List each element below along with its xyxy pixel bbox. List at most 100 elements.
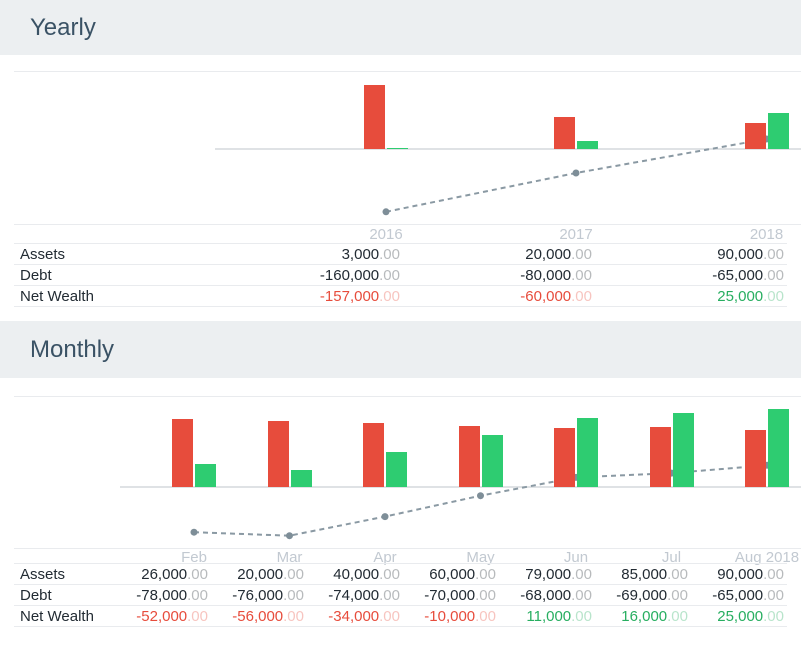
amount-integer: -69,000 <box>616 586 668 604</box>
amount-integer: 90,000 <box>717 245 764 263</box>
amount-cell: -160,000.00 <box>211 264 403 286</box>
debt-bar[interactable] <box>363 422 384 487</box>
asset-bar[interactable] <box>672 413 694 487</box>
monthly-section-header: Monthly <box>0 321 801 378</box>
amount-integer: -65,000 <box>712 586 764 604</box>
x-axis-label: May <box>466 549 495 566</box>
amount-cell: -74,000.00 <box>307 584 403 606</box>
monthly-net-wealth-point[interactable] <box>477 492 484 500</box>
table-row: Debt -160,000.00 -80,000.00 -65,000.00 <box>14 264 787 286</box>
amount-decimals: .00 <box>379 586 400 604</box>
monthly-net-wealth-point[interactable] <box>190 528 198 536</box>
asset-bar[interactable] <box>481 434 503 487</box>
asset-bar[interactable] <box>290 469 312 487</box>
amount-integer: 3,000 <box>341 245 380 263</box>
amount-cell: 90,000.00 <box>595 243 787 265</box>
amount-integer: -160,000 <box>319 266 380 284</box>
amount-cell: 16,000.00 <box>595 605 691 627</box>
amount-integer: -80,000 <box>520 266 572 284</box>
amount-integer: -78,000 <box>136 586 188 604</box>
monthly-net-wealth-point[interactable] <box>286 532 293 540</box>
amount-cell: -76,000.00 <box>211 584 307 606</box>
row-label: Assets <box>14 243 211 265</box>
amount-cell: -78,000.00 <box>115 584 211 606</box>
monthly-table: Assets 26,000.00 20,000.00 40,000.00 60,000.… <box>14 563 787 627</box>
amount-decimals: .00 <box>283 586 304 604</box>
amount-decimals: .00 <box>763 266 784 284</box>
asset-bar[interactable] <box>577 418 598 487</box>
row-label: Debt <box>14 584 115 606</box>
amount-decimals: .00 <box>475 565 496 583</box>
amount-cell: 25,000.00 <box>691 605 787 627</box>
amount-integer: 60,000 <box>429 565 476 583</box>
amount-decimals: .00 <box>571 245 592 263</box>
amount-cell: -65,000.00 <box>595 264 787 286</box>
amount-cell: 85,000.00 <box>595 563 691 585</box>
amount-integer: 90,000 <box>717 565 764 583</box>
x-axis-label: 2017 <box>559 226 593 243</box>
debt-bar[interactable] <box>745 430 766 487</box>
monthly-net-wealth-point[interactable] <box>381 513 389 521</box>
amount-cell: 20,000.00 <box>211 563 307 585</box>
amount-decimals: .00 <box>475 586 496 604</box>
amount-decimals: .00 <box>379 245 400 263</box>
amount-cell: 60,000.00 <box>403 563 499 585</box>
amount-decimals: .00 <box>571 586 592 604</box>
amount-decimals: .00 <box>571 287 592 305</box>
debt-bar[interactable] <box>172 419 193 487</box>
amount-decimals: .00 <box>187 565 208 583</box>
yearly-net-wealth-point[interactable] <box>572 169 580 177</box>
monthly-chart-top-divider <box>14 396 801 397</box>
amount-decimals: .00 <box>763 586 784 604</box>
amount-cell: -157,000.00 <box>211 285 403 307</box>
amount-cell: 3,000.00 <box>211 243 403 265</box>
amount-cell: -68,000.00 <box>499 584 595 606</box>
row-label: Debt <box>14 264 211 286</box>
asset-bar[interactable] <box>768 408 789 487</box>
debt-bar[interactable] <box>554 427 575 487</box>
table-row: Net Wealth -52,000.00 -56,000.00 -34,000.00… <box>14 605 787 627</box>
x-axis-label: Jul <box>661 549 682 566</box>
amount-cell: -70,000.00 <box>403 584 499 606</box>
asset-bar[interactable] <box>577 141 598 149</box>
amount-integer: -52,000 <box>136 607 188 625</box>
debt-bar[interactable] <box>458 426 480 487</box>
amount-decimals: .00 <box>763 607 784 625</box>
yearly-net-wealth-point[interactable] <box>382 208 390 216</box>
asset-bar[interactable] <box>195 464 216 487</box>
amount-cell: 25,000.00 <box>595 285 787 307</box>
amount-cell: 79,000.00 <box>499 563 595 585</box>
amount-cell: -60,000.00 <box>403 285 595 307</box>
amount-decimals: .00 <box>667 565 688 583</box>
amount-decimals: .00 <box>379 565 400 583</box>
asset-bar[interactable] <box>767 113 789 149</box>
amount-decimals: .00 <box>571 607 592 625</box>
table-row: Net Wealth -157,000.00 -60,000.00 25,000.00 <box>14 285 787 307</box>
amount-cell: -80,000.00 <box>403 264 595 286</box>
amount-integer: -60,000 <box>520 287 572 305</box>
amount-integer: -34,000 <box>328 607 380 625</box>
yearly-table: Assets 3,000.00 20,000.00 90,000.00 Debt -160… <box>14 243 787 307</box>
amount-decimals: .00 <box>379 607 400 625</box>
debt-bar[interactable] <box>649 426 671 487</box>
debt-bar[interactable] <box>744 123 766 149</box>
amount-cell: -52,000.00 <box>115 605 211 627</box>
table-row: Assets 3,000.00 20,000.00 90,000.00 <box>14 243 787 265</box>
amount-cell: -69,000.00 <box>595 584 691 606</box>
amount-integer: 79,000 <box>525 565 572 583</box>
amount-integer: 40,000 <box>333 565 380 583</box>
asset-bar[interactable] <box>386 452 407 487</box>
amount-integer: -74,000 <box>328 586 380 604</box>
amount-decimals: .00 <box>379 287 400 305</box>
yearly-section-title: Yearly <box>30 13 96 41</box>
table-row: Assets 26,000.00 20,000.00 40,000.00 60,000.… <box>14 563 787 585</box>
amount-cell: 20,000.00 <box>403 243 595 265</box>
asset-bar[interactable] <box>387 147 408 149</box>
debt-bar[interactable] <box>364 85 385 149</box>
amount-decimals: .00 <box>667 586 688 604</box>
amount-decimals: .00 <box>763 287 784 305</box>
debt-bar[interactable] <box>554 117 575 149</box>
amount-integer: 20,000 <box>237 565 284 583</box>
debt-bar[interactable] <box>267 420 289 487</box>
amount-integer: 11,000 <box>526 607 572 625</box>
